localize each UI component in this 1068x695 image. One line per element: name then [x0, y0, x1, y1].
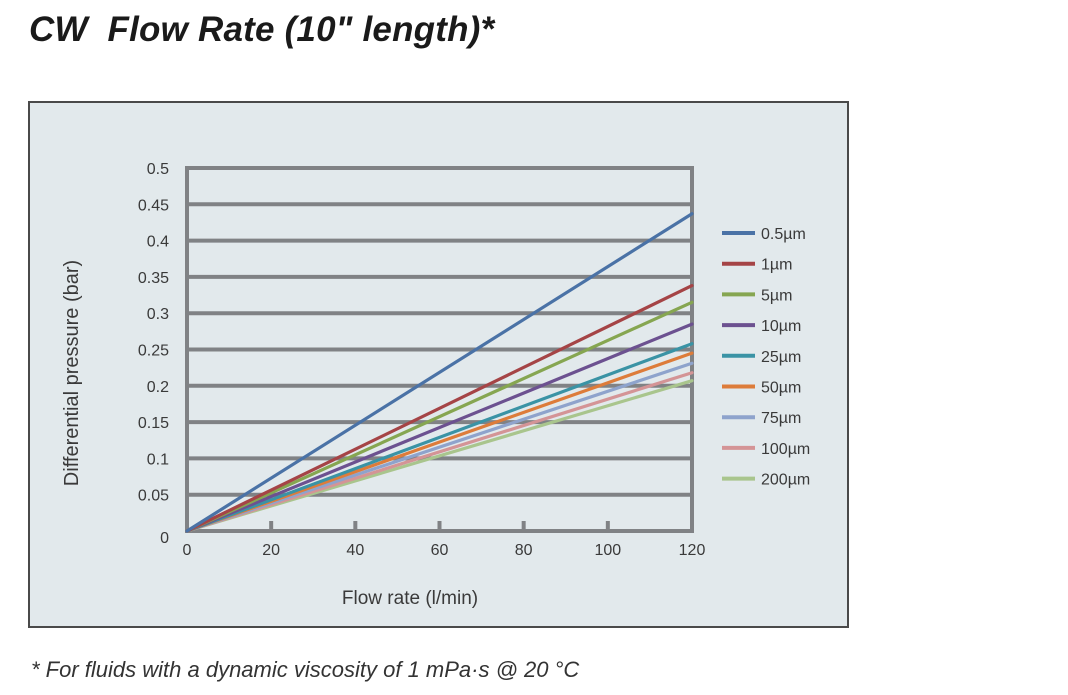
legend-item: 5µm — [722, 287, 792, 304]
legend-item: 75µm — [722, 410, 801, 427]
legend-item: 10µm — [722, 318, 801, 335]
flow-rate-chart: 0 0.05 0.1 0.15 0.2 0.25 0.3 0.35 0.4 0.45 0.5 0 20… — [61, 161, 810, 609]
x-tick-label: 60 — [431, 542, 449, 559]
y-tick-label: 0.25 — [138, 343, 169, 360]
series-line-25um — [185, 342, 694, 533]
footnote: * For fluids with a dynamic viscosity of… — [31, 657, 580, 682]
x-tick-label: 20 — [262, 542, 280, 559]
series-lines — [185, 212, 694, 533]
legend-item: 50µm — [722, 380, 801, 397]
legend-label: 10µm — [761, 318, 801, 335]
y-tick-label: 0.4 — [147, 234, 169, 251]
x-tick-labels: 0 20 40 60 80 100 120 — [183, 542, 706, 559]
chart-title: CW Flow Rate (10" length)* — [29, 10, 495, 49]
legend-item: 200µm — [722, 472, 810, 489]
legend-item: 1µm — [722, 257, 792, 274]
legend-label: 50µm — [761, 380, 801, 397]
y-tick-labels: 0 0.05 0.1 0.15 0.2 0.25 0.3 0.35 0.4 0.45 0.5 — [138, 161, 169, 547]
legend: 0.5µm 1µm 5µm 10µm 25µm 50µm 75µm 100µm 200µm — [722, 226, 810, 489]
legend-label: 75µm — [761, 410, 801, 427]
legend-label: 25µm — [761, 349, 801, 366]
legend-item: 0.5µm — [722, 226, 806, 243]
legend-label: 0.5µm — [761, 226, 806, 243]
y-tick-label: 0.45 — [138, 197, 169, 214]
series-line-10um — [185, 322, 694, 533]
y-tick-label: 0.2 — [147, 379, 169, 396]
x-tick-label: 120 — [679, 542, 706, 559]
series-line-5um — [185, 300, 694, 533]
x-axis-label: Flow rate (l/min) — [342, 588, 478, 609]
x-tick-label: 0 — [183, 542, 192, 559]
legend-item: 100µm — [722, 441, 810, 458]
y-tick-label: 0 — [160, 530, 169, 547]
chart-panel: 0 0.05 0.1 0.15 0.2 0.25 0.3 0.35 0.4 0.45 0.5 0 20… — [28, 101, 849, 628]
gridlines — [185, 166, 694, 533]
legend-label: 100µm — [761, 441, 810, 458]
y-tick-label: 0.3 — [147, 306, 169, 323]
y-tick-label: 0.1 — [147, 451, 169, 468]
legend-label: 5µm — [761, 287, 792, 304]
x-tick-label: 100 — [594, 542, 621, 559]
y-tick-label: 0.5 — [147, 161, 169, 178]
x-tick-label: 40 — [346, 542, 364, 559]
legend-label: 1µm — [761, 257, 792, 274]
legend-item: 25µm — [722, 349, 801, 366]
y-tick-label: 0.35 — [138, 270, 169, 287]
series-line-0_5um — [185, 212, 694, 533]
y-tick-label: 0.05 — [138, 488, 169, 505]
x-tick-label: 80 — [515, 542, 533, 559]
y-tick-label: 0.15 — [138, 415, 169, 432]
y-axis-label: Differential pressure (bar) — [61, 260, 83, 486]
series-line-1um — [185, 284, 694, 533]
legend-label: 200µm — [761, 472, 810, 489]
